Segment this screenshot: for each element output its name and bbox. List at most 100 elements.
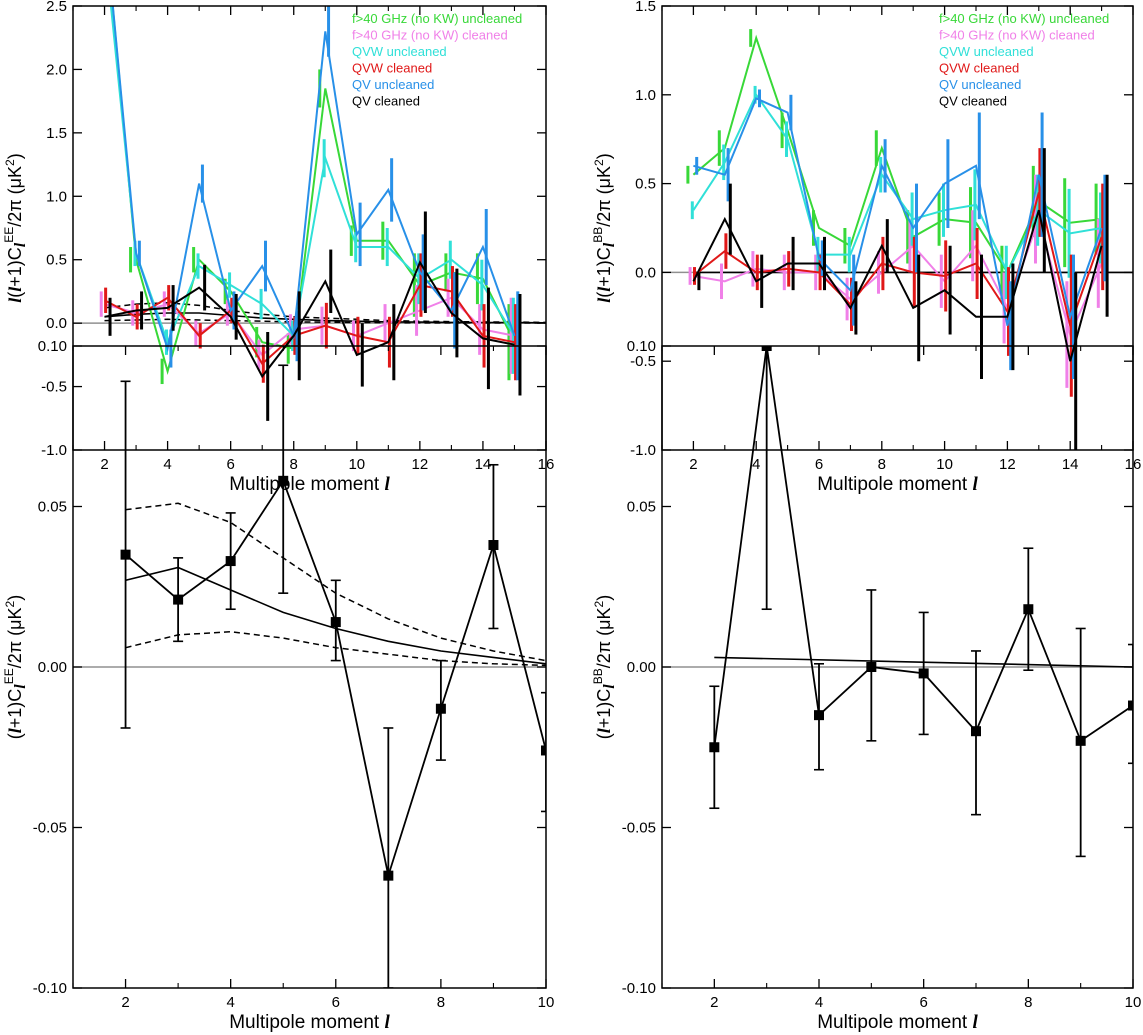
axes-frame — [72, 5, 547, 451]
data-point — [1023, 604, 1034, 615]
data-point — [541, 745, 546, 756]
y-label-sup: BB — [591, 668, 605, 684]
x-axis-label-ell: l — [384, 1012, 390, 1033]
y-label-tail: /2π (μK — [594, 607, 614, 668]
y-axis-label: (l+1)ClEE/2π (μK2) — [2, 595, 29, 740]
y-tick-label: 0.00 — [38, 659, 67, 676]
legend-entry-cyan: QVW uncleaned — [939, 44, 1034, 59]
y-label-tail: /2π (μK — [594, 166, 614, 227]
plot-area — [662, 29, 1133, 450]
legend-entry-pink: f>40 GHz (no KW) cleaned — [352, 28, 508, 43]
y-label-ell: l — [5, 287, 25, 292]
y-label-ell: l — [5, 728, 25, 733]
x-axis-label-text: Multipole moment — [229, 1012, 384, 1033]
y-tick-label: 0.5 — [46, 252, 67, 269]
x-tick-label: 2 — [710, 994, 718, 1011]
y-label-close: ) — [5, 595, 25, 601]
x-axis-label: Multipole moment l — [817, 1012, 978, 1033]
x-tick-label: 10 — [348, 456, 365, 473]
y-tick-label: -0.10 — [33, 980, 67, 997]
legend-entry-green: f>40 GHz (no KW) uncleaned — [939, 11, 1109, 26]
y-axis-label: l(l+1)ClEE/2π (μK2) — [2, 153, 29, 303]
y-label-open: ( — [5, 733, 25, 739]
data-point — [488, 540, 499, 551]
x-axis-label: Multipole moment l — [229, 474, 390, 495]
y-label-sub-ell: l — [12, 242, 29, 247]
x-tick-label: 8 — [290, 456, 298, 473]
x-axis-label-text: Multipole moment — [817, 474, 972, 495]
x-tick-label: 4 — [226, 994, 234, 1011]
plot-area — [73, 6, 546, 421]
legend-entry-blue: QV uncleaned — [352, 77, 434, 92]
y-label-ell: l — [594, 298, 614, 303]
x-tick-label: 6 — [919, 994, 927, 1011]
y-label-close: ) — [594, 595, 614, 601]
x-tick-label: 8 — [437, 994, 445, 1011]
plot-area — [662, 346, 1133, 858]
data-point — [918, 668, 929, 679]
legend-entry-red: QVW cleaned — [352, 61, 432, 76]
y-tick-label: 2.5 — [46, 0, 67, 15]
y-tick-label: 1.5 — [635, 0, 656, 15]
y-label-sub-ell: l — [601, 242, 618, 247]
y-tick-label: -0.5 — [41, 379, 67, 396]
y-tick-label: 1.0 — [46, 188, 67, 205]
x-axis-label-text: Multipole moment — [817, 1012, 972, 1033]
x-tick-label: 12 — [412, 456, 429, 473]
axes-frame — [661, 5, 1134, 451]
legend-entry-black: QV cleaned — [352, 94, 420, 109]
y-label-rest: ( — [594, 292, 614, 298]
data-point — [383, 870, 394, 881]
data-point — [435, 703, 446, 714]
data-point — [971, 726, 981, 737]
x-tick-label: 6 — [815, 456, 823, 473]
y-tick-label: 1.0 — [635, 87, 656, 104]
y-label-rest: +1)C — [594, 689, 614, 729]
y-label-sup: BB — [591, 227, 605, 243]
x-tick-label: 2 — [100, 456, 108, 473]
x-tick-label: 10 — [1125, 994, 1142, 1011]
x-tick-label: 4 — [815, 994, 823, 1011]
y-label-tail-sup: 2 — [3, 159, 17, 166]
series-line-black — [125, 478, 546, 880]
legend-entry-red: QVW cleaned — [939, 61, 1019, 76]
y-label-ell: l — [594, 287, 614, 292]
y-label-tail: /2π (μK — [5, 166, 25, 227]
x-axis-label-ell: l — [384, 474, 390, 495]
y-label-sup: EE — [2, 668, 16, 684]
panel-ee-bottom: 2 4 6 8 10 -0.10 -0.05 0.00 0.05 0.10 Multipole mo… — [2, 338, 554, 1033]
x-axis-label: Multipole moment l — [817, 474, 978, 495]
y-label-close: ) — [5, 153, 25, 159]
y-label-tail-sup: 2 — [592, 159, 606, 166]
legend-entry-black: QV cleaned — [939, 94, 1007, 109]
legend-entry-pink: f>40 GHz (no KW) cleaned — [939, 28, 1095, 43]
plot-area — [73, 364, 546, 988]
data-point — [1075, 735, 1086, 746]
y-tick-label: -1.0 — [41, 442, 67, 459]
y-label-rest2: +1)C — [594, 247, 614, 287]
y-label-ell: l — [594, 728, 614, 733]
x-tick-label: 8 — [878, 456, 886, 473]
y-axis-label: l(l+1)ClBB/2π (μK2) — [591, 153, 618, 303]
data-point — [173, 594, 184, 605]
y-label-open: ( — [594, 733, 614, 739]
data-point — [814, 710, 824, 721]
y-tick-label: 0.00 — [627, 659, 656, 676]
y-tick-label: -0.5 — [630, 353, 656, 370]
y-tick-label: 1.5 — [46, 125, 67, 142]
x-tick-label: 2 — [689, 456, 697, 473]
y-label-tail: /2π (μK — [5, 607, 25, 668]
x-axis-label-text: Multipole moment — [229, 474, 384, 495]
y-tick-label: 0.0 — [46, 315, 67, 332]
series-line-blue — [693, 97, 1103, 326]
y-tick-label: 0.05 — [38, 499, 67, 516]
data-point — [709, 742, 720, 753]
y-tick-label: 0.5 — [635, 176, 656, 193]
y-label-rest: +1)C — [5, 689, 25, 729]
x-tick-label: 6 — [332, 994, 340, 1011]
data-point — [1128, 700, 1133, 711]
x-tick-label: 12 — [999, 456, 1016, 473]
y-tick-label: 0.10 — [38, 338, 67, 355]
x-axis-label: Multipole moment l — [229, 1012, 390, 1033]
